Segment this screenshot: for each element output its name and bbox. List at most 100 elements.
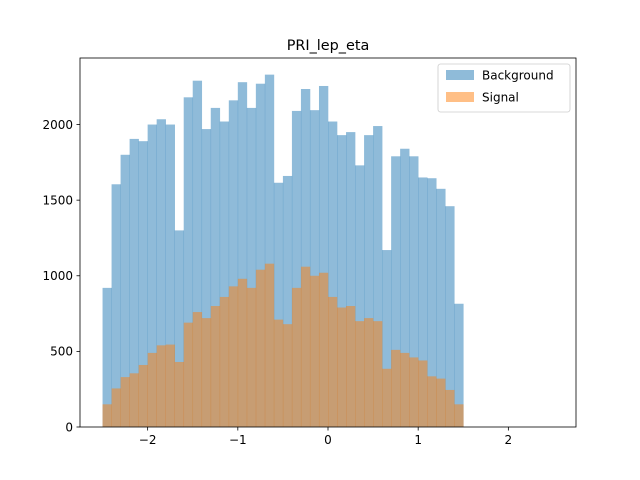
background-bar <box>165 124 175 427</box>
legend: Background Signal <box>437 63 571 113</box>
x-tick-label: 2 <box>505 433 513 447</box>
signal-bar <box>120 377 130 427</box>
signal-bar <box>418 360 428 427</box>
y-tick-label: 500 <box>50 345 73 359</box>
background-bar <box>337 135 347 427</box>
signal-bar <box>147 352 157 427</box>
y-tick-label: 1500 <box>42 193 73 207</box>
y-tick-label: 0 <box>65 420 73 434</box>
background-bar <box>400 148 410 427</box>
background-bar <box>219 121 230 428</box>
x-tick-label: 1 <box>414 433 422 447</box>
background-bar <box>427 178 437 427</box>
background-bar <box>346 132 356 427</box>
background-bar <box>300 89 311 428</box>
signal-bar <box>183 322 194 427</box>
signal-bar <box>400 352 410 427</box>
signal-bar <box>174 361 185 427</box>
background-bar <box>237 82 248 428</box>
signal-bar <box>409 357 419 427</box>
y-tick-label: 2000 <box>42 118 73 132</box>
background-bar <box>364 135 374 427</box>
background-bar <box>264 74 275 427</box>
legend-swatch-background <box>446 70 474 80</box>
signal-bar <box>264 263 275 427</box>
background-bar <box>156 119 166 427</box>
signal-bar <box>111 388 121 427</box>
signal-bar <box>210 306 221 427</box>
background-bar <box>102 287 112 427</box>
signal-bar <box>454 404 464 427</box>
signal-bar <box>318 272 329 427</box>
background-bar <box>373 126 383 427</box>
signal-bar <box>237 278 248 427</box>
signal-bar <box>201 318 212 427</box>
background-bar <box>120 154 130 428</box>
signal-bar <box>156 345 166 427</box>
background-bar <box>436 188 446 427</box>
background-bar <box>246 107 257 428</box>
background-bar <box>445 206 455 427</box>
signal-bar <box>273 319 284 427</box>
legend-swatch-signal <box>446 92 474 102</box>
signal-bar <box>255 269 266 427</box>
signal-bar <box>228 286 239 427</box>
background-bar <box>192 80 203 428</box>
legend-label-background: Background <box>482 69 554 83</box>
legend-label-signal: Signal <box>482 91 519 105</box>
signal-bar <box>373 321 383 427</box>
background-bar <box>454 303 464 427</box>
signal-bar <box>328 296 338 427</box>
y-tick-label: 1000 <box>42 269 73 283</box>
background-bar <box>418 177 428 427</box>
background-bar <box>318 85 329 427</box>
background-bar <box>183 97 194 427</box>
signal-bar <box>427 376 437 427</box>
background-bar <box>174 230 185 427</box>
background-bar <box>282 175 293 427</box>
background-bar <box>210 107 221 428</box>
signal-bar <box>364 318 374 427</box>
signal-bar <box>138 364 148 427</box>
signal-bar <box>445 389 455 427</box>
x-tick-label: −2 <box>139 433 157 447</box>
background-bar <box>328 121 338 428</box>
background-bar <box>382 250 392 427</box>
signal-bar <box>192 312 203 427</box>
background-bar <box>391 156 401 427</box>
background-bar <box>291 110 302 427</box>
y-axis-ticks: 0 500 1000 1500 2000 <box>42 118 80 434</box>
signal-bar <box>102 404 112 427</box>
background-bar <box>201 129 212 427</box>
background-bar <box>273 182 284 427</box>
chart-title: PRI_lep_eta <box>287 38 370 54</box>
signal-bar <box>391 349 401 427</box>
background-bar <box>255 83 266 427</box>
signal-bars <box>102 263 464 427</box>
x-axis-ticks: −2 −1 0 1 2 <box>139 427 512 447</box>
signal-bar <box>346 306 356 427</box>
signal-bar <box>165 344 175 427</box>
signal-bar <box>246 287 257 427</box>
background-bar <box>309 110 320 427</box>
background-bars <box>102 74 464 428</box>
signal-bar <box>355 321 365 427</box>
signal-bar <box>382 368 392 427</box>
background-bar <box>147 124 157 427</box>
background-bar <box>409 156 419 427</box>
signal-bar <box>300 266 311 427</box>
signal-bar <box>219 296 230 427</box>
signal-bar <box>129 373 139 427</box>
signal-bar <box>309 275 320 427</box>
x-tick-label: 0 <box>324 433 332 447</box>
background-bar <box>129 138 139 428</box>
background-bar <box>111 184 121 427</box>
background-bar <box>355 165 365 427</box>
x-tick-label: −1 <box>229 433 247 447</box>
signal-bar <box>291 287 302 427</box>
background-bar <box>138 141 148 428</box>
signal-bar <box>436 378 446 427</box>
background-bar <box>228 100 239 427</box>
signal-bar <box>337 307 347 427</box>
